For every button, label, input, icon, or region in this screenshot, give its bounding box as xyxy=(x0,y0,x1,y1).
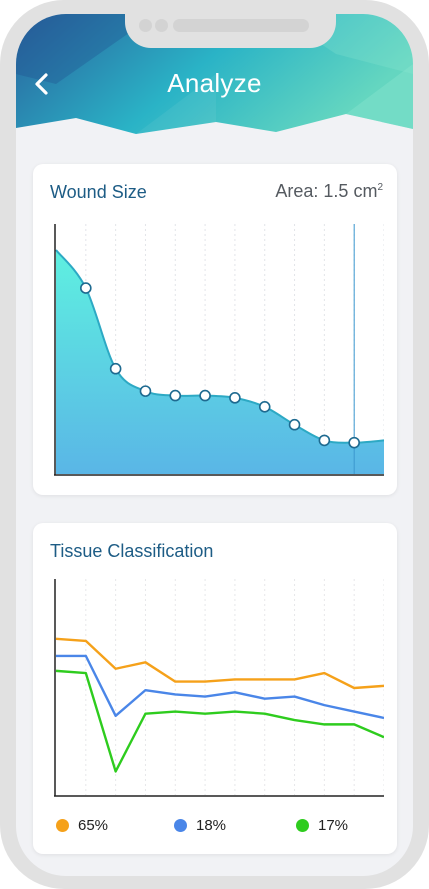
tissue-classification-title: Tissue Classification xyxy=(50,541,214,561)
wound-size-title: Wound Size xyxy=(50,182,147,202)
wound-size-card: Wound Size Area: 1.5 cm2 xyxy=(33,164,397,495)
data-point xyxy=(199,389,211,402)
legend-label: 65% xyxy=(78,816,109,834)
header: Analyze xyxy=(16,14,413,144)
wound-size-chart[interactable] xyxy=(54,224,384,476)
series-line-3 xyxy=(55,669,384,773)
data-point xyxy=(229,392,241,404)
area-unit-superscript: 2 xyxy=(377,182,383,193)
data-point xyxy=(288,418,301,431)
wound-area-fill xyxy=(56,250,384,474)
legend-label: 18% xyxy=(196,816,227,834)
data-point xyxy=(169,389,182,402)
back-button[interactable] xyxy=(30,70,54,98)
chevron-left-icon xyxy=(35,73,48,95)
green-dot-icon xyxy=(296,818,309,832)
speaker-grille xyxy=(173,19,309,32)
legend-item: 65% xyxy=(56,815,108,835)
screen: Analyze Wound Size Area: 1.5 cm2 Tissue … xyxy=(16,14,413,876)
data-point xyxy=(80,282,92,294)
blue-dot-icon xyxy=(174,818,187,832)
area-label-text: Area: 1.5 cm xyxy=(275,181,378,201)
device-notch xyxy=(125,14,336,48)
orange-dot-icon xyxy=(56,818,69,832)
data-point xyxy=(318,434,331,447)
tissue-classification-card: Tissue Classification 65% 18% 17% xyxy=(33,523,397,854)
sensor-dot xyxy=(155,19,168,32)
page-title: Analyze xyxy=(167,68,262,98)
data-point xyxy=(109,362,122,375)
sensor-dot xyxy=(139,19,152,32)
series-line-1 xyxy=(55,637,384,690)
data-point xyxy=(139,385,152,397)
area-value: Area: 1.5 cm2 xyxy=(275,181,383,202)
legend: 65% 18% 17% xyxy=(33,815,395,839)
legend-item: 17% xyxy=(296,815,348,835)
legend-item: 18% xyxy=(174,815,226,835)
data-point xyxy=(258,401,271,413)
series-line-2 xyxy=(56,654,384,720)
legend-label: 17% xyxy=(318,816,349,834)
tissue-classification-chart[interactable] xyxy=(54,579,384,797)
data-point xyxy=(348,436,360,449)
